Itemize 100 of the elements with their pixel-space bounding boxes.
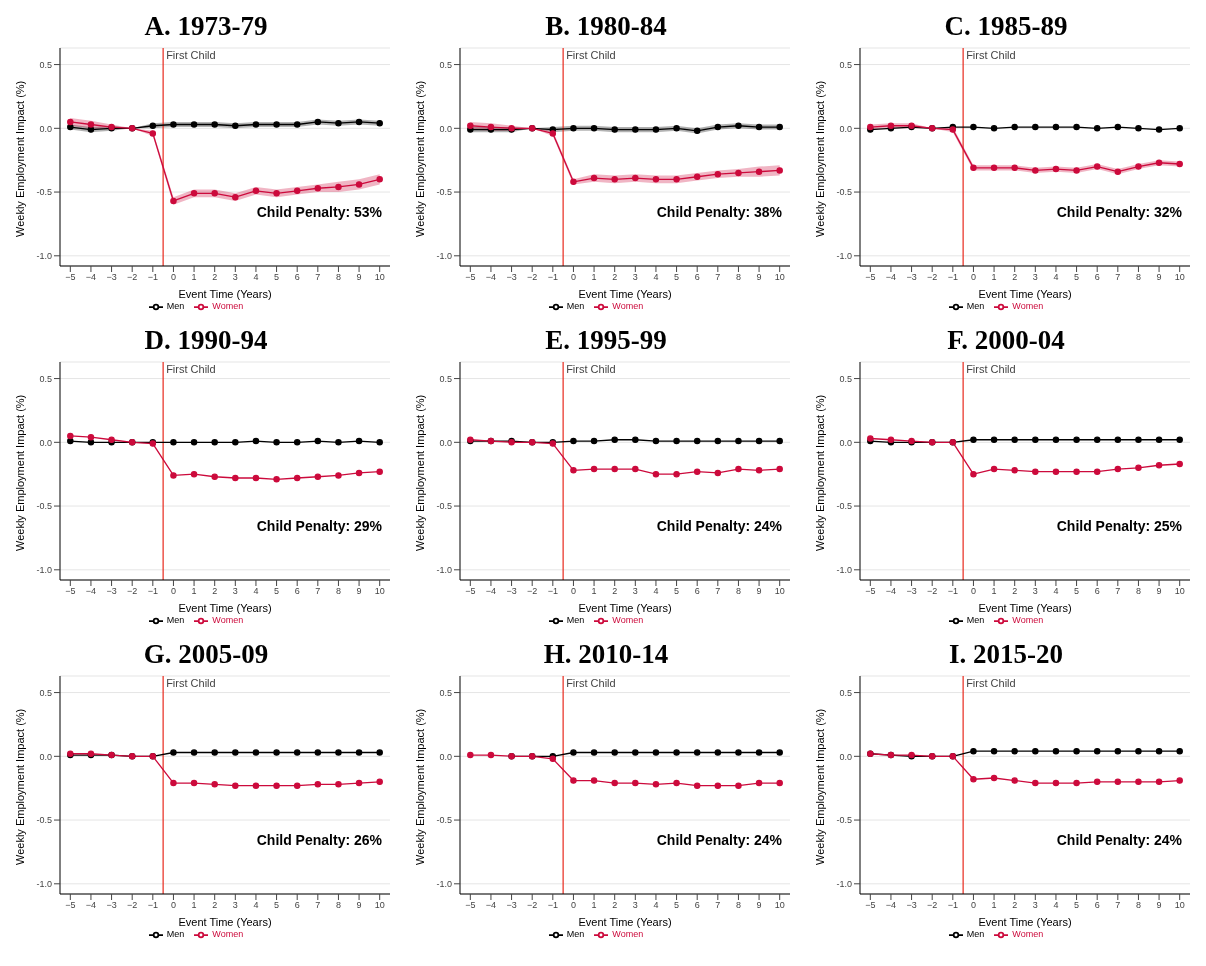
legend-label: Men bbox=[166, 301, 185, 312]
y-tick-label: -1.0 bbox=[436, 565, 452, 575]
x-tick-label: 4 bbox=[1053, 900, 1059, 911]
x-tick-label: 3 bbox=[232, 586, 238, 597]
x-tick-label: 5 bbox=[674, 900, 680, 911]
y-tick-label: -0.5 bbox=[36, 501, 52, 512]
x-tick-label: 9 bbox=[756, 272, 762, 283]
annotation: Child Penalty: 26% bbox=[256, 832, 382, 848]
annotation: Child Penalty: 29% bbox=[256, 518, 382, 534]
ref-line-label: First Child bbox=[566, 363, 616, 375]
x-tick-label: 4 bbox=[1053, 272, 1059, 283]
x-tick-label: −1 bbox=[147, 586, 158, 597]
x-tick-label: 6 bbox=[294, 900, 300, 911]
x-tick-label: −3 bbox=[506, 586, 517, 597]
x-tick-label: −4 bbox=[885, 586, 897, 597]
x-tick-label: 9 bbox=[356, 586, 362, 597]
x-tick-label: 3 bbox=[1032, 900, 1038, 911]
x-tick-label: 5 bbox=[674, 272, 680, 283]
x-tick-label: 6 bbox=[294, 586, 300, 597]
y-axis-title: Weekly Employment Impact (%) bbox=[413, 80, 426, 237]
x-tick-label: 2 bbox=[212, 586, 218, 597]
x-tick-label: −2 bbox=[927, 586, 938, 597]
x-tick-label: 0 bbox=[170, 900, 176, 911]
legend-label: Men bbox=[566, 301, 585, 312]
x-axis-title: Event Time (Years) bbox=[978, 288, 1072, 300]
x-tick-label: 1 bbox=[191, 586, 197, 597]
x-tick-label: −5 bbox=[465, 586, 476, 597]
x-axis-title: Event Time (Years) bbox=[178, 602, 272, 614]
y-tick-label: -0.5 bbox=[436, 501, 452, 512]
x-tick-label: 10 bbox=[374, 272, 385, 283]
x-tick-label: 5 bbox=[1074, 272, 1080, 283]
x-tick-label: −1 bbox=[947, 900, 958, 911]
x-tick-label: 10 bbox=[774, 586, 785, 597]
y-tick-label: 0.5 bbox=[439, 687, 452, 698]
x-tick-label: 2 bbox=[212, 272, 218, 283]
x-tick-label: −4 bbox=[85, 900, 97, 911]
x-tick-label: 7 bbox=[715, 586, 721, 597]
x-tick-label: −4 bbox=[485, 586, 497, 597]
x-tick-label: −3 bbox=[506, 900, 517, 911]
y-tick-label: -1.0 bbox=[36, 251, 52, 261]
x-tick-label: −1 bbox=[947, 272, 958, 283]
annotation: Child Penalty: 24% bbox=[656, 832, 782, 848]
legend-label: Women bbox=[612, 929, 644, 940]
y-tick-label: 0.0 bbox=[839, 123, 852, 134]
x-tick-label: 8 bbox=[1135, 586, 1141, 597]
legend-label: Women bbox=[612, 615, 644, 626]
x-tick-label: 9 bbox=[1156, 272, 1162, 283]
x-tick-label: −4 bbox=[485, 272, 497, 283]
x-tick-label: 1 bbox=[191, 272, 197, 283]
x-axis-title: Event Time (Years) bbox=[978, 602, 1072, 614]
x-tick-label: 10 bbox=[774, 900, 785, 911]
x-tick-label: −5 bbox=[465, 900, 476, 911]
y-tick-label: -0.5 bbox=[836, 501, 852, 512]
x-tick-label: −5 bbox=[865, 900, 876, 911]
x-tick-label: 0 bbox=[570, 900, 576, 911]
annotation: Child Penalty: 25% bbox=[1056, 518, 1182, 534]
x-tick-label: 10 bbox=[374, 900, 385, 911]
x-tick-label: −3 bbox=[106, 900, 117, 911]
y-tick-label: -1.0 bbox=[836, 251, 852, 261]
y-tick-label: -0.5 bbox=[36, 815, 52, 826]
x-tick-label: 0 bbox=[170, 272, 176, 283]
y-axis-title: Weekly Employment Impact (%) bbox=[813, 80, 826, 237]
x-tick-label: 0 bbox=[570, 272, 576, 283]
y-tick-label: 0.5 bbox=[39, 59, 52, 70]
x-tick-label: −1 bbox=[547, 586, 558, 597]
ref-line-label: First Child bbox=[966, 49, 1016, 61]
x-axis-title: Event Time (Years) bbox=[978, 916, 1072, 928]
x-tick-label: −1 bbox=[147, 900, 158, 911]
x-tick-label: −2 bbox=[127, 900, 138, 911]
x-tick-label: 4 bbox=[1053, 586, 1059, 597]
x-tick-label: −4 bbox=[85, 586, 97, 597]
y-tick-label: -1.0 bbox=[836, 565, 852, 575]
x-tick-label: −3 bbox=[906, 272, 917, 283]
legend-label: Women bbox=[212, 301, 244, 312]
x-tick-label: −2 bbox=[527, 272, 538, 283]
x-axis-title: Event Time (Years) bbox=[578, 288, 672, 300]
x-tick-label: 9 bbox=[1156, 900, 1162, 911]
x-tick-label: −5 bbox=[65, 586, 76, 597]
x-tick-label: 2 bbox=[1012, 586, 1018, 597]
x-tick-label: 2 bbox=[612, 272, 618, 283]
x-tick-label: 7 bbox=[1115, 586, 1121, 597]
x-tick-label: 0 bbox=[970, 900, 976, 911]
x-tick-label: 7 bbox=[715, 272, 721, 283]
x-tick-label: 6 bbox=[694, 900, 700, 911]
y-axis-title: Weekly Employment Impact (%) bbox=[13, 80, 26, 237]
x-tick-label: −2 bbox=[527, 586, 538, 597]
x-tick-label: 8 bbox=[335, 272, 341, 283]
y-tick-label: 0.0 bbox=[839, 751, 852, 762]
annotation: Child Penalty: 38% bbox=[656, 204, 782, 220]
ref-line-label: First Child bbox=[166, 49, 216, 61]
chart-title: B. 1980-84 bbox=[544, 10, 668, 43]
x-tick-label: 8 bbox=[735, 900, 741, 911]
chart-title: A. 1973-79 bbox=[143, 10, 269, 43]
x-axis-title: Event Time (Years) bbox=[578, 602, 672, 614]
x-tick-label: −3 bbox=[906, 586, 917, 597]
y-tick-label: 0.0 bbox=[439, 437, 452, 448]
y-tick-label: 0.0 bbox=[439, 751, 452, 762]
y-tick-label: -0.5 bbox=[436, 187, 452, 198]
x-axis-title: Event Time (Years) bbox=[578, 916, 672, 928]
legend-label: Women bbox=[612, 301, 644, 312]
